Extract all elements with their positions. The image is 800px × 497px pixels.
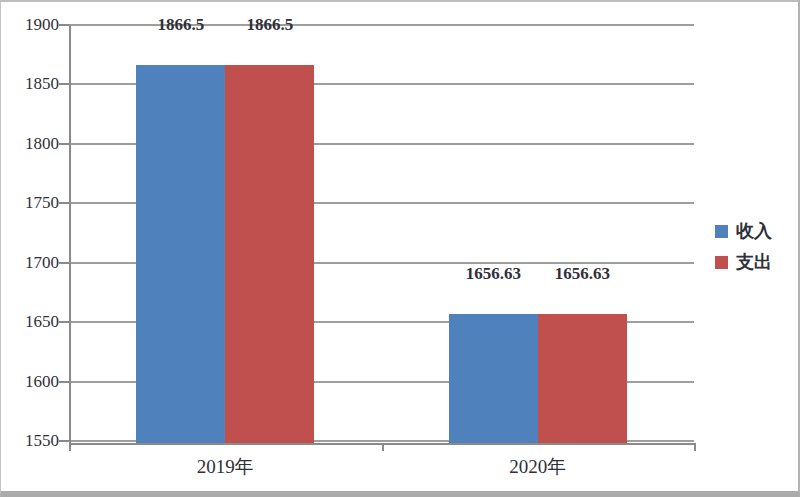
chart-legend: 收入 支出 [715,220,772,282]
bar-收入-2019年 [136,65,225,443]
y-axis-tick-1650 [59,321,69,323]
legend-swatch-expense [715,256,728,269]
y-axis-tick-1550 [59,440,69,442]
y-axis-tick-1750 [59,202,69,204]
y-axis-tick-1900 [59,24,69,26]
data-label-支出-2019年: 1866.5 [215,15,325,35]
bar-支出-2019年 [225,65,314,443]
x-axis-label-2020年: 2020年 [458,456,618,478]
y-axis-label-1750: 1750 [9,194,59,212]
x-axis-tick-1 [382,443,384,451]
y-axis-line [69,25,71,449]
y-axis-label-1900: 1900 [9,16,59,34]
y-axis-label-1700: 1700 [9,254,59,272]
legend-swatch-income [715,225,728,238]
legend-label-income: 收入 [736,219,772,243]
y-axis-tick-1700 [59,262,69,264]
y-axis-label-1550: 1550 [9,432,59,450]
legend-label-expense: 支出 [736,250,772,274]
bar-支出-2020年 [538,314,627,443]
bar-收入-2020年 [449,314,538,443]
legend-item-expense: 支出 [715,251,772,273]
data-label-支出-2020年: 1656.63 [527,264,637,284]
legend-item-income: 收入 [715,220,772,242]
x-axis-label-2019年: 2019年 [145,456,305,478]
y-axis-label-1800: 1800 [9,135,59,153]
y-axis-label-1650: 1650 [9,313,59,331]
y-axis-label-1600: 1600 [9,373,59,391]
chart-frame: 收入 支出 1550 1600 1650 1700 1750 1800 1850 1900 18… [0,0,800,497]
x-axis-tick-2 [694,443,696,451]
x-axis-tick-0 [69,443,71,451]
y-axis-tick-1600 [59,381,69,383]
y-axis-label-1850: 1850 [9,75,59,93]
y-axis-tick-1800 [59,143,69,145]
y-axis-tick-1850 [59,83,69,85]
